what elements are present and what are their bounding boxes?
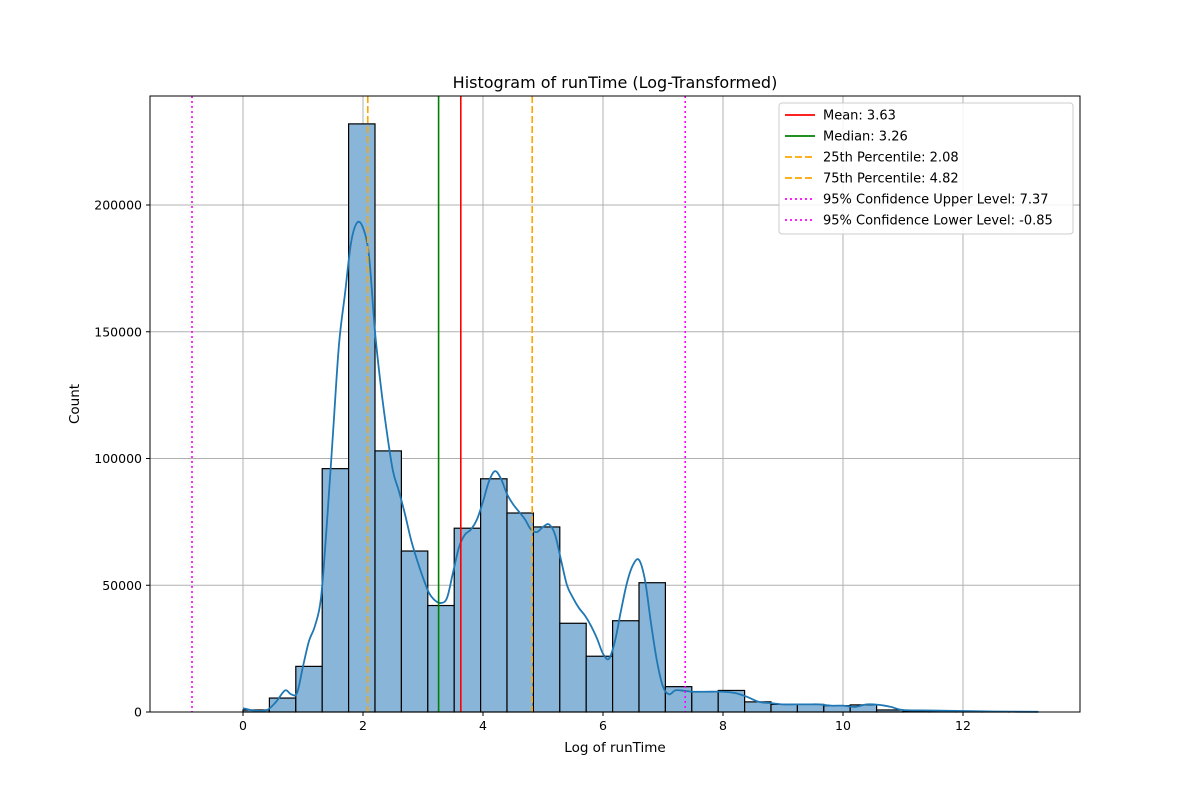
legend-entry-label: Mean: 3.63 xyxy=(823,109,896,124)
histogram-bar xyxy=(348,123,376,713)
histogram-bar xyxy=(427,604,455,713)
reference-lines-layer xyxy=(191,96,687,712)
y-tick-label: 50000 xyxy=(102,578,142,593)
y-tick-label: 100000 xyxy=(94,451,142,466)
legend-entry-label: 75th Percentile: 4.82 xyxy=(823,172,959,187)
histogram-bar xyxy=(295,665,323,713)
legend-entry-label: 25th Percentile: 2.08 xyxy=(823,151,959,166)
histogram-bar xyxy=(559,622,587,713)
histogram-bar xyxy=(770,703,798,713)
bar-layer xyxy=(242,123,1039,713)
histogram-bar xyxy=(480,478,508,713)
x-tick-label: 2 xyxy=(359,718,367,733)
legend-entries: Mean: 3.63 Median: 3.26 25th Percentile: 2… xyxy=(785,109,1053,229)
x-tick-label: 0 xyxy=(239,718,247,733)
tick-layer: 0 2 4 6 8 10 12 0 50000 100000 150000 200000 xyxy=(94,198,971,733)
plot-frame xyxy=(149,95,1081,713)
x-tick-label: 6 xyxy=(599,718,607,733)
histogram-bar xyxy=(453,527,482,713)
x-tick-label: 12 xyxy=(955,718,971,733)
histogram-bar xyxy=(400,550,429,713)
legend-box xyxy=(778,102,1074,235)
x-tick-label: 10 xyxy=(835,718,851,733)
kde-curve xyxy=(242,220,1039,713)
histogram-bar xyxy=(796,703,825,713)
histogram-bar xyxy=(321,468,350,713)
x-axis-label: Log of runTime xyxy=(564,740,665,756)
legend-entry-label: Median: 3.26 xyxy=(823,130,908,145)
histogram-bar xyxy=(585,655,614,713)
chart-title: Histogram of runTime (Log-Transformed) xyxy=(453,73,778,92)
legend-entry-label: 95% Confidence Lower Level: -0.85 xyxy=(823,214,1053,229)
kde-layer xyxy=(242,220,1039,713)
legend: Mean: 3.63 Median: 3.26 25th Percentile: 2… xyxy=(778,102,1074,235)
x-tick-label: 8 xyxy=(719,718,727,733)
histogram-bar xyxy=(532,526,561,713)
x-tick-label: 4 xyxy=(479,718,487,733)
histogram-bar xyxy=(691,691,719,713)
histogram-bar xyxy=(638,582,666,713)
histogram-bar xyxy=(506,512,534,713)
histogram-bar xyxy=(374,450,402,713)
y-tick-label: 200000 xyxy=(94,198,142,213)
y-tick-label: 0 xyxy=(134,705,142,720)
legend-entry-label: 95% Confidence Upper Level: 7.37 xyxy=(823,193,1049,208)
y-tick-label: 150000 xyxy=(94,324,142,339)
y-axis-label: Count xyxy=(67,384,83,424)
